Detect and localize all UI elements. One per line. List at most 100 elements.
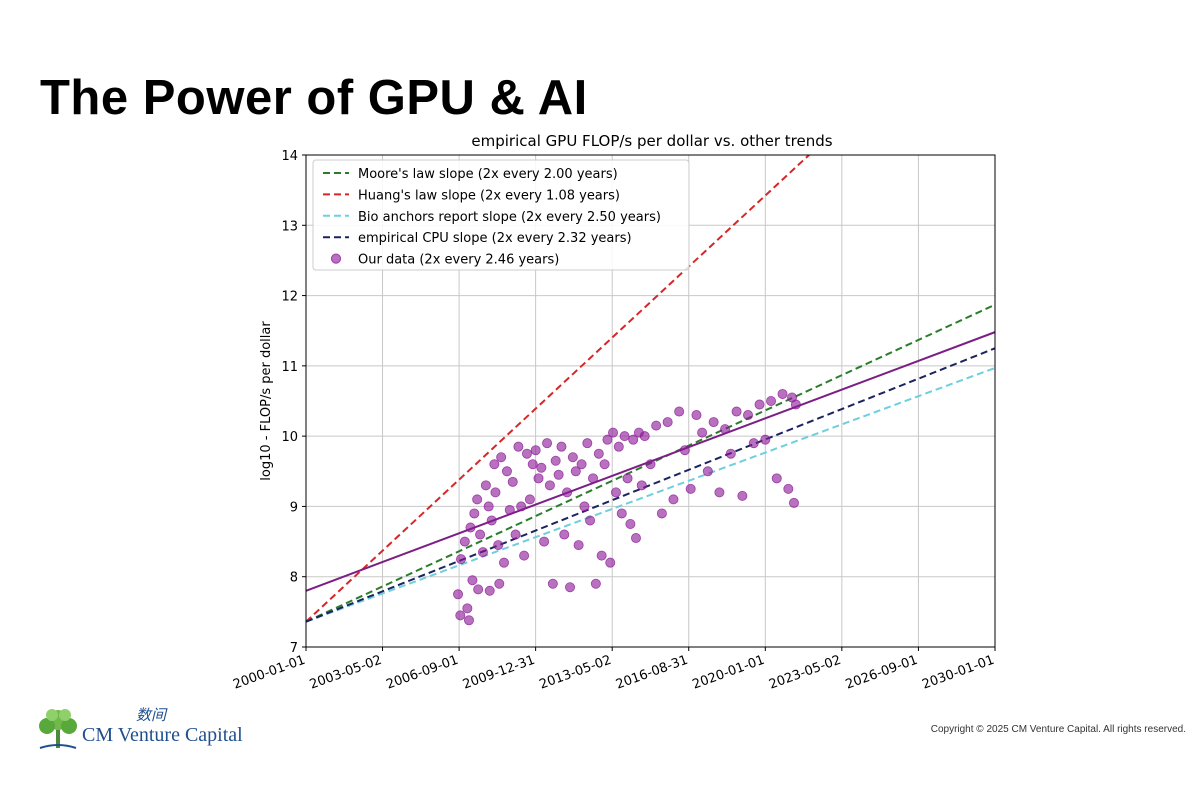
scatter-point: [542, 438, 553, 449]
scatter-point: [754, 399, 765, 410]
scatter-point: [486, 515, 497, 526]
scatter-point: [610, 487, 621, 498]
scatter-point: [697, 427, 708, 438]
scatter-point: [599, 459, 610, 470]
scatter-point: [679, 445, 690, 456]
x-tick-label: 2006-09-01: [384, 653, 460, 693]
scatter-point: [625, 519, 636, 530]
x-tick-label: 2030-01-01: [920, 653, 996, 693]
scatter-point: [691, 410, 702, 421]
scatter-point: [539, 536, 550, 547]
scatter-point: [507, 476, 518, 487]
scatter-point: [656, 508, 667, 519]
scatter-point: [467, 575, 478, 586]
scatter-point: [674, 406, 685, 417]
scatter-point: [576, 459, 587, 470]
scatter-point: [455, 610, 466, 621]
y-tick-label: 7: [290, 641, 298, 656]
scatter-point: [651, 420, 662, 431]
scatter-point: [547, 578, 558, 589]
scatter-point: [788, 497, 799, 508]
scatter-point: [493, 540, 504, 551]
scatter-point: [579, 501, 590, 512]
scatter-point: [483, 501, 494, 512]
scatter-point: [605, 557, 616, 568]
scatter-point: [565, 582, 576, 593]
scatter-point: [455, 554, 466, 565]
x-tick-label: 2013-05-02: [537, 653, 613, 693]
scatter-points: [453, 388, 801, 626]
scatter-point: [582, 438, 593, 449]
scatter-point: [536, 462, 547, 473]
scatter-point: [777, 388, 788, 399]
legend-box: [312, 159, 690, 271]
scatter-point: [685, 483, 696, 494]
scatter-point: [714, 487, 725, 498]
scatter-point: [743, 410, 754, 421]
legend-entry-label: Huang's law slope (2x every 1.08 years): [358, 188, 620, 203]
x-tick-label: 2023-05-02: [767, 653, 843, 693]
scatter-point: [760, 434, 771, 445]
x-tick-label: 2003-05-02: [308, 653, 384, 693]
scatter-point: [553, 469, 564, 480]
scatter-point: [473, 584, 484, 595]
scatter-point: [510, 529, 521, 540]
scatter-point: [453, 589, 464, 600]
scatter-point: [524, 494, 535, 505]
scatter-point: [708, 417, 719, 428]
scatter-point: [567, 452, 578, 463]
y-tick-label: 12: [281, 290, 298, 305]
scatter-point: [588, 473, 599, 484]
scatter-point: [530, 445, 541, 456]
scatter-point: [477, 547, 488, 558]
scatter-point: [494, 578, 505, 589]
scatter-point: [521, 448, 532, 459]
x-tick-label: 2000-01-01: [231, 653, 307, 693]
scatter-point: [462, 603, 473, 614]
scatter-point: [562, 487, 573, 498]
y-tick-label: 10: [281, 430, 298, 445]
scatter-point: [725, 448, 736, 459]
legend: Moore's law slope (2x every 2.00 years) H…: [312, 159, 690, 271]
scatter-point: [590, 578, 601, 589]
trend-line: [306, 347, 995, 623]
scatter-point: [504, 504, 515, 515]
trend-line: [306, 155, 810, 623]
scatter-point: [484, 585, 495, 596]
scatter-point: [668, 494, 679, 505]
legend-point-swatch: [330, 253, 342, 264]
scatter-point: [573, 540, 584, 551]
scatter-point: [559, 529, 570, 540]
scatter-point: [639, 431, 650, 442]
x-tick-label: 2009-12-31: [461, 653, 537, 693]
scatter-point: [636, 480, 647, 491]
scatter-point: [622, 473, 633, 484]
scatter-point: [790, 399, 801, 410]
scatter-point: [480, 480, 491, 491]
scatter-point: [489, 459, 500, 470]
scatter-point: [593, 448, 604, 459]
y-axis-label: log10 - FLOP/s per dollar: [259, 321, 274, 481]
scatter-point: [533, 473, 544, 484]
y-tick-label: 11: [281, 360, 298, 375]
scatter-point: [463, 615, 474, 626]
scatter-point: [519, 550, 530, 561]
scatter-point: [475, 529, 486, 540]
scatter-point: [498, 557, 509, 568]
scatter-point: [702, 466, 713, 477]
chart-title: empirical GPU FLOP/s per dollar vs. othe…: [471, 132, 832, 150]
scatter-point: [544, 480, 555, 491]
scatter-point: [556, 441, 567, 452]
scatter-point: [737, 490, 748, 501]
logo-chinese-text: 数间: [136, 706, 167, 724]
scatter-point: [783, 483, 794, 494]
legend-entry-label: Our data (2x every 2.46 years): [358, 253, 559, 268]
company-logo: 数间 CM Venture Capital: [36, 704, 256, 752]
scatter-point: [459, 536, 470, 547]
copyright-text: Copyright © 2025 CM Venture Capital. All…: [930, 724, 1186, 735]
scatter-point: [516, 501, 527, 512]
x-tick-label: 2020-01-01: [691, 653, 767, 693]
scatter-point: [472, 494, 483, 505]
scatter-point: [585, 515, 596, 526]
